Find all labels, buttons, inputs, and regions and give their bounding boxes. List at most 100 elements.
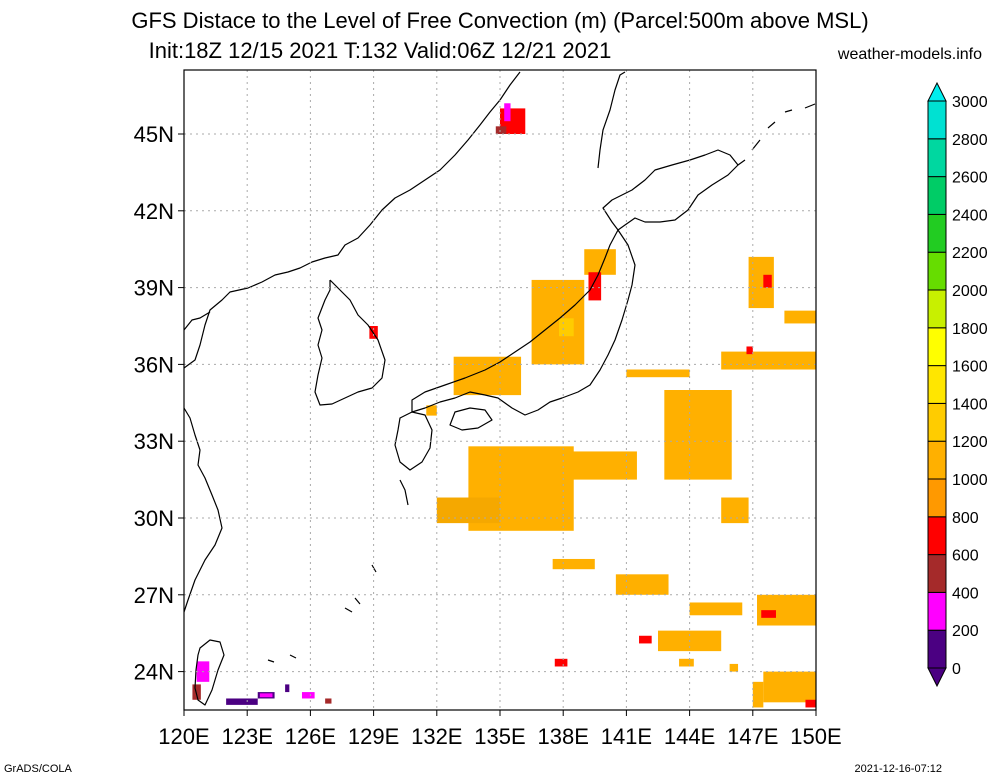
lfc-patch — [285, 684, 290, 693]
lfc-patch — [763, 671, 816, 703]
colorbar-segment — [927, 440, 947, 480]
coastline-ryukyu — [267, 479, 409, 663]
credit-text: weather-models.info — [837, 46, 982, 63]
colorbar-label: 600 — [952, 548, 979, 565]
colorbar-label: 1800 — [952, 321, 988, 338]
lfc-patch — [504, 103, 511, 122]
lon-tick-label: 141E — [601, 724, 652, 749]
colorbar-label: 1200 — [952, 434, 988, 451]
lfc-patch — [552, 558, 595, 570]
lon-tick-label: 144E — [664, 724, 715, 749]
lfc-patch — [226, 698, 258, 705]
colorbar-segment — [927, 402, 947, 442]
colorbar-label: 2400 — [952, 207, 988, 224]
lfc-patch — [426, 405, 437, 416]
coastline-korea — [314, 279, 386, 406]
lfc-patch — [531, 279, 585, 365]
lfc-patch — [729, 663, 739, 672]
lfc-patch — [436, 497, 500, 524]
coastline-kurils — [737, 103, 816, 166]
colorbar-label: 2000 — [952, 283, 988, 300]
lfc-patch — [325, 698, 332, 704]
colorbar-arrow-high — [927, 81, 947, 102]
lfc-patch — [192, 684, 201, 700]
lat-tick-label: 42N — [134, 199, 174, 224]
graticule-layer — [184, 70, 816, 710]
timestamp: 2021-12-16-07:12 — [854, 763, 942, 775]
lat-tick-label: 36N — [134, 352, 174, 377]
colorbar-label: 800 — [952, 510, 979, 527]
colorbar-label: 2600 — [952, 170, 988, 187]
lon-tick-label: 126E — [285, 724, 336, 749]
lat-tick-label: 27N — [134, 583, 174, 608]
axis-labels-layer: 120E 123E 126E 129E 132E 135E 138E 141E 144E 147E… — [134, 122, 842, 749]
lfc-patch — [615, 574, 669, 595]
coastline-shikoku — [449, 407, 493, 431]
lon-tick-label: 129E — [348, 724, 399, 749]
lfc-patch — [558, 318, 574, 337]
map-title: GFS Distace to the Level of Free Convect… — [131, 8, 869, 33]
lfc-patch — [626, 369, 690, 378]
lfc-patch — [495, 126, 507, 134]
colorbar-segment — [927, 213, 947, 253]
colorbar-segment — [927, 100, 947, 140]
lat-tick-label: 45N — [134, 122, 174, 147]
lfc-patch — [554, 658, 568, 667]
lfc-patch — [664, 390, 732, 480]
map-subtitle: Init:18Z 12/15 2021 T:132 Valid:06Z 12/2… — [148, 38, 612, 63]
lon-tick-label: 135E — [474, 724, 525, 749]
lon-tick-label: 123E — [222, 724, 273, 749]
coastline-sakhalin — [597, 71, 626, 169]
lfc-patch — [453, 356, 522, 396]
colorbar-segment — [927, 629, 947, 669]
colorbar-segment — [927, 554, 947, 593]
lat-tick-label: 30N — [134, 506, 174, 531]
coastline-taiwan — [194, 639, 225, 706]
lfc-patch — [763, 274, 772, 288]
colorbar-legend: 0 200 400 600 800 1000 1200 1400 1600 1800 2000 220… — [927, 81, 988, 688]
colorbar-arrow-low — [927, 667, 947, 688]
coastline-honshu — [411, 229, 636, 416]
colorbar-segment — [927, 176, 947, 215]
colorbar-label: 3000 — [952, 94, 988, 111]
lfc-patch — [721, 497, 749, 524]
colorbar-segment — [927, 138, 947, 178]
lfc-field-layer — [192, 103, 816, 708]
colorbar-label: 1000 — [952, 472, 988, 489]
lfc-patch — [301, 692, 315, 699]
software-credit: GrADS/COLA — [4, 763, 72, 775]
lat-tick-label: 33N — [134, 429, 174, 454]
colorbar-label: 2200 — [952, 245, 988, 262]
coastline-kyushu — [394, 411, 433, 471]
colorbar-label: 1400 — [952, 396, 988, 413]
colorbar-label: 400 — [952, 585, 979, 602]
colorbar-segment — [927, 478, 947, 518]
lfc-patch — [746, 346, 753, 355]
coastline-hokkaido — [602, 149, 739, 231]
lon-tick-label: 132E — [411, 724, 462, 749]
colorbar-segment — [927, 591, 947, 631]
lon-tick-label: 138E — [538, 724, 589, 749]
colorbar-segment — [927, 327, 947, 367]
lfc-patch — [689, 602, 743, 616]
colorbar-label: 0 — [952, 661, 961, 678]
colorbar-segment — [927, 365, 947, 404]
lfc-patch — [805, 699, 816, 708]
lon-tick-label: 147E — [727, 724, 778, 749]
coastline-asia-mainland — [183, 71, 521, 369]
lfc-patch — [784, 310, 816, 324]
coastline-gulf-chihli — [183, 311, 211, 331]
colorbar-label: 2800 — [952, 132, 988, 149]
lon-tick-label: 150E — [790, 724, 841, 749]
lfc-patch — [588, 272, 602, 301]
lfc-patch — [259, 693, 273, 698]
colorbar-segment — [927, 516, 947, 556]
colorbar-segment — [927, 289, 947, 329]
colorbar-label: 200 — [952, 623, 979, 640]
coastline-china-east — [183, 407, 223, 613]
lfc-patch — [721, 351, 816, 370]
lfc-patch — [752, 681, 764, 708]
lat-tick-label: 24N — [134, 660, 174, 685]
